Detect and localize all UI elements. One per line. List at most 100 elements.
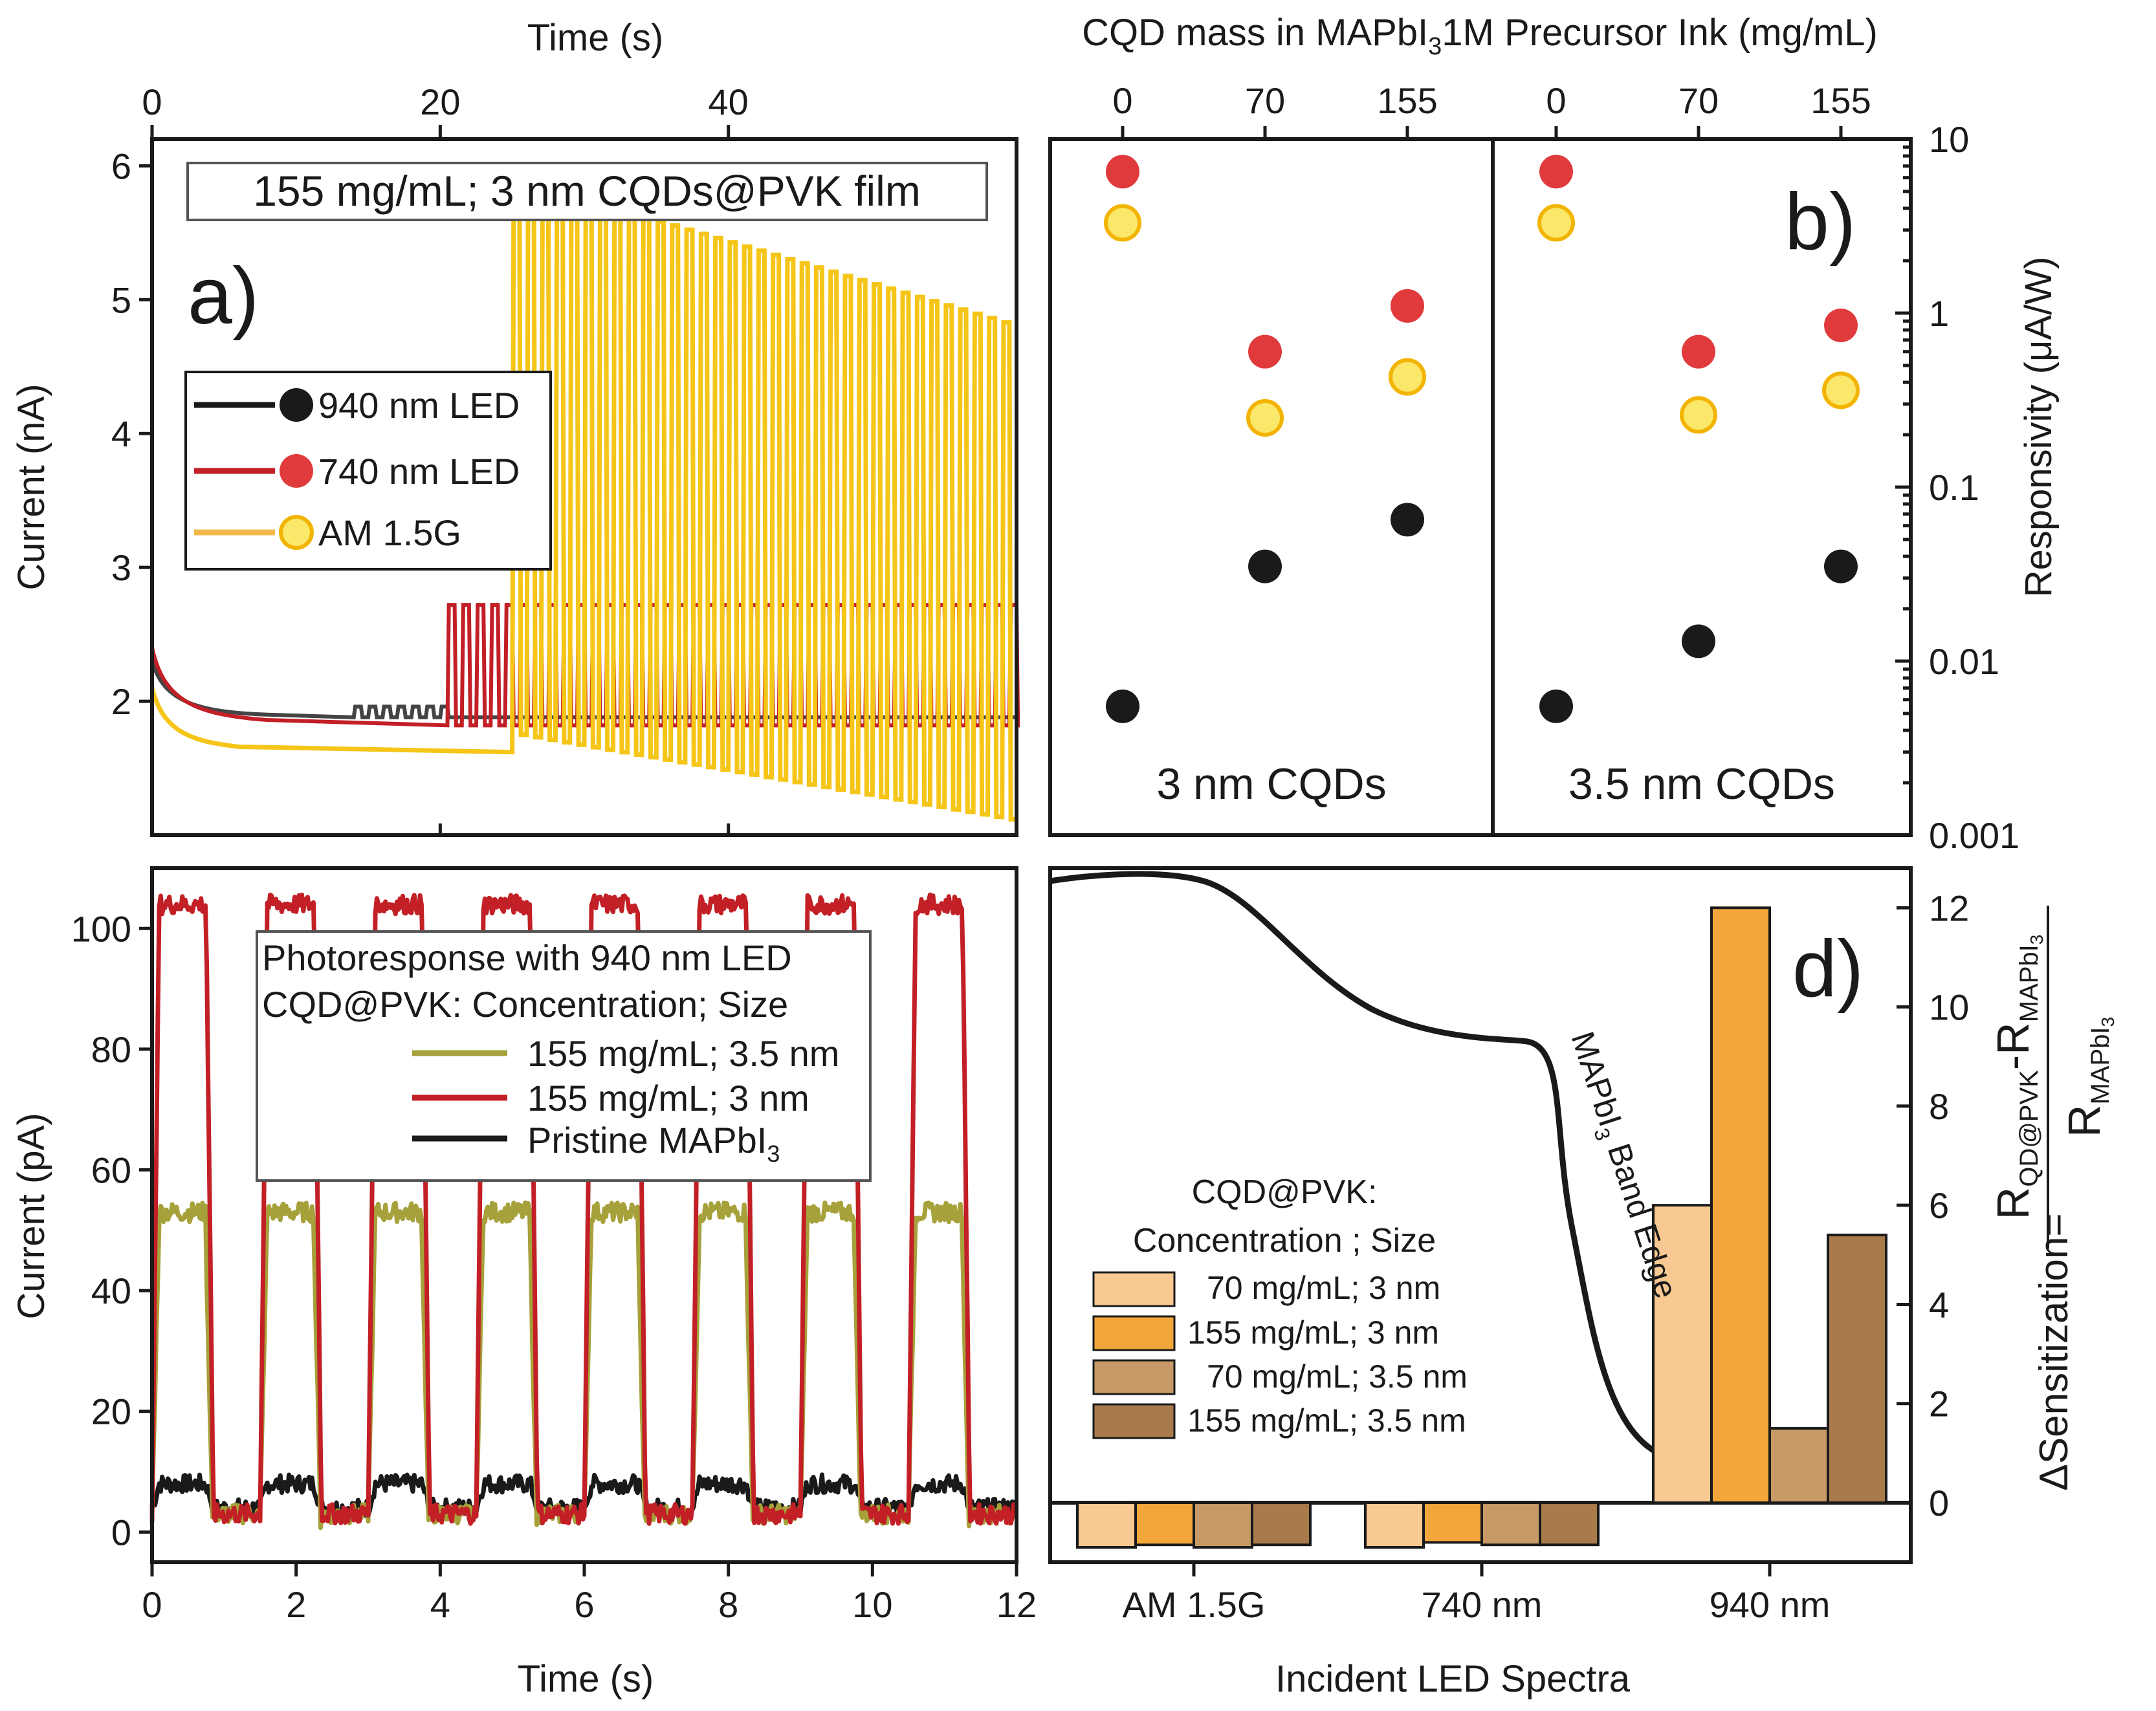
- panel-d-letter: d): [1792, 924, 1864, 1014]
- c-ytick-label: 100: [71, 908, 131, 949]
- d-ylabel-numerator: RQD@PVK-RMAPbI3: [1988, 935, 2047, 1220]
- panel-a-frame: [150, 137, 1018, 837]
- c-legend-label-3nm: 155 mg/mL; 3 nm: [527, 1078, 809, 1118]
- b-point-am-1-5g: [1537, 204, 1575, 242]
- b-point-940-nm-led: [1824, 549, 1858, 583]
- b-point-940-nm-led: [1106, 689, 1139, 723]
- b-point-am-1-5g: [1246, 398, 1284, 437]
- d-bar-740-nm-2: [1480, 1501, 1541, 1547]
- b-point-am-1-5g: [1822, 371, 1860, 409]
- d-bar-am-1-5g-0: [1076, 1501, 1137, 1549]
- a-legend-marker-am: [279, 515, 314, 550]
- c-xtick-label: 2: [286, 1584, 306, 1625]
- a-legend-label-am: AM 1.5G: [318, 512, 461, 553]
- panel-a-legend: 940 nm LED 740 nm LED AM 1.5G: [184, 371, 552, 571]
- d-ytick-label: 12: [1929, 888, 1969, 928]
- c-ytick-label: 0: [111, 1512, 131, 1553]
- d-bar-740-nm-1: [1422, 1501, 1483, 1544]
- d-ticks: 0 2 4 6 8 10 12 AM 1.5G 740 nm 940 nm: [1123, 888, 1970, 1625]
- c-ytick-label: 20: [91, 1391, 131, 1432]
- d-ylabel-sub2b: 3: [2027, 935, 2047, 945]
- d-ylabel-sub1: QD@PVK: [2015, 1070, 2043, 1187]
- d-legend-label-3: 155 mg/mL; 3.5 nm: [1187, 1402, 1466, 1439]
- d-ytick-label: 6: [1929, 1185, 1949, 1226]
- c-xtick-label: 4: [430, 1584, 450, 1625]
- b-xtick-label: 70: [1245, 80, 1285, 121]
- d-band-edge-main: MAPbI: [1565, 1027, 1629, 1131]
- d-bar-am-1-5g-3: [1251, 1501, 1312, 1547]
- panel-b-group-label-3p5nm: 3.5 nm CQDs: [1568, 759, 1835, 809]
- panel-b-title-rest: 1M Precursor Ink (mg/mL): [1442, 12, 1878, 54]
- c-legend-title-2: CQD@PVK: Concentration; Size: [262, 984, 788, 1025]
- b-ytick-label: 0.01: [1929, 641, 1999, 682]
- b-point-740-nm-led: [1824, 308, 1858, 342]
- d-bar-am-1-5g-1: [1134, 1501, 1195, 1547]
- d-legend-swatch-0: [1092, 1271, 1176, 1307]
- d-ylabel-sub3: MAPbI: [2086, 1027, 2115, 1104]
- c-ytick-label: 80: [91, 1029, 131, 1070]
- a-legend-label-740: 740 nm LED: [318, 451, 520, 492]
- d-legend-swatch-3: [1092, 1403, 1176, 1439]
- c-legend-box: [256, 930, 872, 1182]
- a-xtick-label: 0: [142, 82, 162, 122]
- b-points: [1104, 155, 1860, 723]
- c-xtick-label: 12: [996, 1584, 1037, 1625]
- panel-b-ylabel: Responsivity (μA/W): [2018, 257, 2060, 598]
- panel-b-group-label-3nm: 3 nm CQDs: [1156, 759, 1386, 809]
- panel-a-title: 155 mg/mL; 3 nm CQDs@PVK film: [253, 167, 921, 215]
- d-bar-940-nm-3: [1827, 1234, 1887, 1505]
- panel-b-letter: b): [1785, 177, 1856, 267]
- b-point-am-1-5g: [1389, 358, 1426, 396]
- b-ytick-label: 0.1: [1929, 467, 1979, 508]
- d-ytick-label: 2: [1929, 1384, 1949, 1424]
- d-bar-740-nm-3: [1539, 1501, 1600, 1547]
- c-legend-label-3p5nm: 155 mg/mL; 3.5 nm: [527, 1033, 839, 1074]
- b-xtick-label: 70: [1678, 80, 1719, 121]
- b-point-940-nm-led: [1682, 624, 1715, 659]
- d-ylabel-r3: R: [2059, 1105, 2109, 1138]
- d-ytick-label: 8: [1929, 1086, 1949, 1127]
- d-legend-title-2: Concentration ; Size: [1133, 1222, 1436, 1259]
- d-ylabel-denominator: RMAPbI3: [2059, 1017, 2118, 1137]
- d-ylabel-r2: -R: [1988, 1022, 2038, 1070]
- c-xtick-label: 6: [574, 1584, 594, 1625]
- d-ytick-label: 0: [1929, 1483, 1949, 1523]
- d-xtick-label: AM 1.5G: [1123, 1584, 1266, 1625]
- c-legend-label-pristine: Pristine MAPbI3: [527, 1120, 780, 1167]
- panel-b-frame: [1048, 137, 1913, 837]
- d-ylabel-r1: R: [1988, 1187, 2038, 1220]
- d-bars: [1076, 906, 1887, 1549]
- b-ytick-label: 10: [1929, 119, 1969, 160]
- b-point-940-nm-led: [1539, 689, 1573, 723]
- a-xtick-label: 40: [709, 82, 749, 122]
- panel-b: CQD mass in MAPbI31M Precursor Ink (mg/m…: [1048, 12, 2060, 856]
- panel-b-title-main: CQD mass in MAPbI: [1082, 12, 1428, 54]
- c-xtick-label: 0: [142, 1584, 162, 1625]
- d-ylabel-prefix: ΔSensitization=: [2032, 1213, 2076, 1490]
- panel-d: 0 2 4 6 8 10 12 AM 1.5G 740 nm 940 nm Incident LE…: [1048, 866, 2118, 1700]
- c-legend-label-pristine-main: Pristine MAPbI: [527, 1120, 767, 1161]
- c-ytick-label: 60: [91, 1150, 131, 1191]
- b-xtick-label: 0: [1546, 80, 1566, 121]
- b-point-740-nm-led: [1391, 289, 1424, 323]
- d-bar-740-nm-0: [1364, 1501, 1425, 1549]
- b-point-940-nm-led: [1391, 503, 1424, 537]
- a-xtick-label: 20: [420, 82, 460, 122]
- b-point-740-nm-led: [1248, 334, 1282, 369]
- b-ytick-label: 0.001: [1929, 815, 2019, 856]
- d-absorbance-curve: [1050, 871, 1658, 1455]
- a-series-group: [149, 177, 1020, 822]
- d-bar-940-nm-1: [1710, 906, 1771, 1505]
- panel-a-letter: a): [188, 252, 259, 341]
- c-line-155-mg-ml-3-nm: [149, 892, 1018, 1526]
- c-legend-label-pristine-sub: 3: [767, 1140, 780, 1167]
- b-point-am-1-5g: [1104, 204, 1141, 242]
- panel-d-legend: CQD@PVK: Concentration ; Size 70 mg/mL; …: [1092, 1173, 1468, 1439]
- panel-a: 0 20 40 2 3 4 5 6 Time (s) Current (nA) 155 mg/…: [10, 17, 1020, 837]
- panel-c-ylabel: Current (pA): [10, 1113, 52, 1319]
- d-ylabel-sub2: MAPbI: [2015, 944, 2043, 1022]
- a-ytick-label: 2: [111, 681, 131, 722]
- b-ticks: 0 70 155 0 70 155 10 1 0.1 0.01 0.001: [1112, 80, 2019, 856]
- panel-a-title-box: [186, 162, 988, 221]
